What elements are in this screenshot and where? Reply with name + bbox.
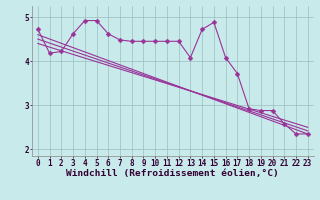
X-axis label: Windchill (Refroidissement éolien,°C): Windchill (Refroidissement éolien,°C) xyxy=(67,169,279,178)
